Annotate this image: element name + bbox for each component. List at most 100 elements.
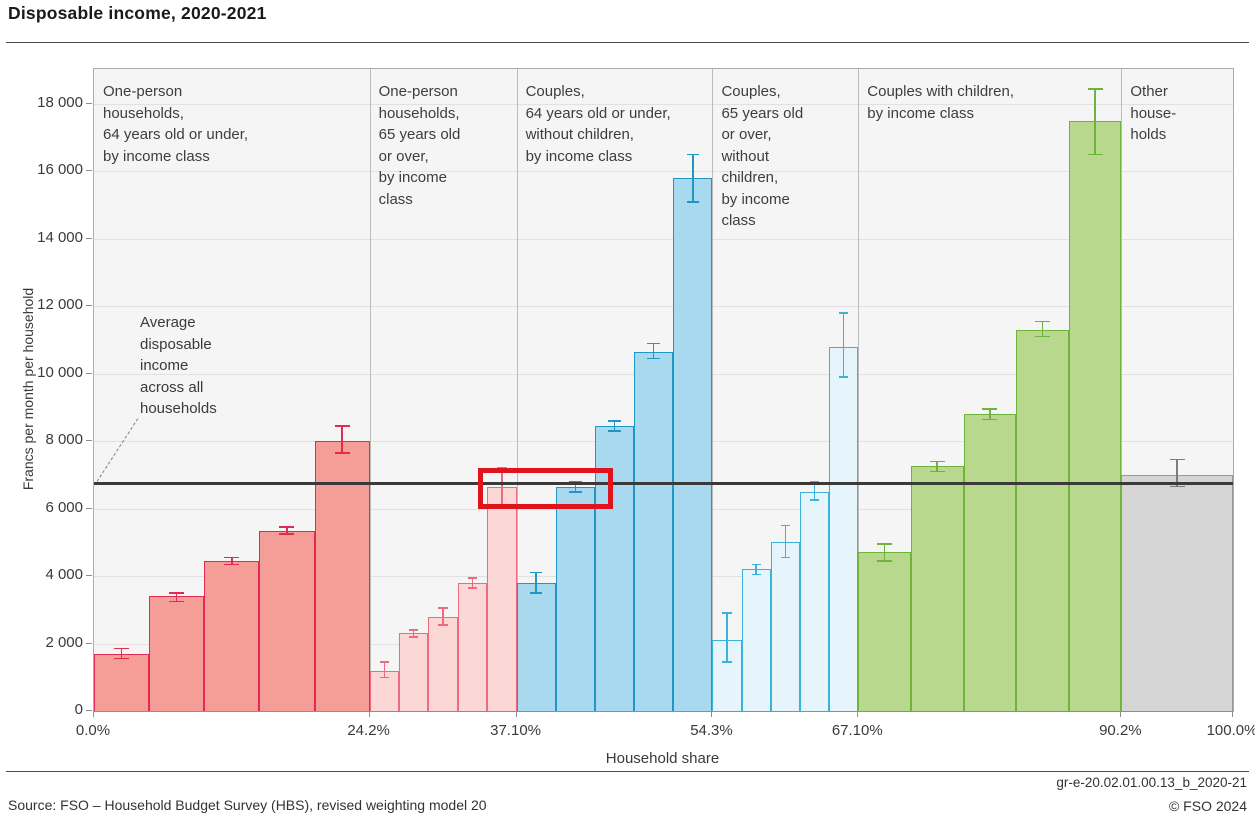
bar (516, 582, 556, 711)
figure-id: gr-e-20.02.01.00.13_b_2020-21 (1056, 775, 1247, 790)
error-bar-cap-bottom (334, 452, 350, 454)
error-bar-cap-bottom (780, 556, 791, 559)
error-bar-cap-bottom (467, 587, 478, 589)
title-divider (6, 42, 1249, 43)
error-bar-cap-top (751, 563, 761, 566)
y-tick-label: 8 000 (45, 431, 83, 449)
x-tick-label: 54.3% (690, 722, 733, 739)
y-tick (86, 170, 92, 172)
average-line-annotation: Average disposable income across all househo… (140, 314, 217, 417)
x-tick-label: 37.10% (490, 722, 541, 739)
bar (741, 569, 771, 711)
error-bar-whisker (341, 426, 343, 453)
error-bar-whisker (813, 481, 816, 501)
group-label: One-person households, 65 years old or over… (378, 83, 461, 208)
y-axis-title: Francs per month per household (20, 287, 36, 491)
error-bar-whisker (442, 608, 444, 625)
error-bar-whisker (883, 544, 886, 561)
error-bar-cap-top (780, 524, 791, 527)
y-tick (86, 102, 92, 104)
error-bar-cap-top (114, 647, 130, 650)
average-income-line (94, 481, 1233, 485)
error-bar-whisker (175, 592, 178, 602)
bar (149, 596, 205, 711)
error-bar-cap-bottom (1034, 335, 1050, 338)
bar (770, 542, 800, 711)
bar (457, 582, 488, 711)
bar (1068, 120, 1122, 711)
bar (204, 560, 260, 711)
error-bar-cap-top (224, 556, 240, 559)
source-note: Source: FSO – Household Budget Survey (H… (8, 797, 487, 813)
x-tick (93, 711, 94, 717)
error-bar-whisker (1094, 88, 1096, 155)
error-bar-whisker (842, 313, 845, 378)
error-bar-whisker (692, 154, 694, 202)
error-bar-cap-bottom (438, 624, 448, 626)
x-axis-title: Household share (605, 750, 720, 767)
bar (259, 530, 315, 711)
plot-area: One-person households, 64 years old or und… (93, 68, 1234, 712)
error-bar-whisker (726, 613, 728, 663)
x-tick-label: 0.0% (75, 722, 111, 739)
y-tick (86, 305, 92, 307)
error-bar-cap-top (1169, 458, 1185, 461)
bar (428, 616, 458, 711)
y-tick-label: 12 000 (37, 296, 83, 314)
error-bar-cap-bottom (809, 499, 820, 501)
x-tick (1232, 711, 1233, 717)
y-tick (86, 237, 92, 239)
error-bar-cap-bottom (722, 661, 732, 663)
error-bar-cap-top (569, 480, 582, 483)
error-bar-whisker (383, 662, 386, 678)
x-tick (857, 711, 859, 717)
error-bar-cap-top (722, 612, 732, 614)
error-bar-cap-top (467, 577, 478, 579)
error-bar-cap-top (438, 607, 448, 609)
gridline (94, 238, 1233, 240)
y-tick (86, 710, 92, 711)
y-tick (86, 372, 92, 374)
error-bar-cap-top (279, 526, 295, 528)
error-bar-whisker (613, 420, 616, 432)
error-bar-cap-bottom (114, 657, 130, 660)
error-bar-cap-bottom (409, 636, 419, 638)
group-label: Couples, 64 years old or under, without ch… (525, 83, 671, 165)
group-label: Couples, 65 years old or over, without child… (721, 83, 804, 229)
group-separator (858, 69, 860, 711)
highlight-box (477, 467, 614, 509)
error-bar-cap-bottom (647, 357, 660, 360)
group-separator (1121, 69, 1123, 711)
error-bar-cap-bottom (608, 430, 621, 432)
error-bar-cap-bottom (569, 491, 582, 493)
x-tick-label: 24.2% (347, 722, 390, 739)
error-bar-cap-bottom (877, 560, 893, 562)
error-bar-cap-top (1087, 88, 1103, 90)
bar (634, 351, 674, 711)
error-bar-cap-top (529, 571, 543, 574)
y-tick-label: 4 000 (45, 566, 83, 584)
bar (314, 441, 370, 711)
bar (963, 414, 1017, 711)
x-tick (368, 711, 370, 717)
error-bar-whisker (574, 481, 577, 492)
bar (829, 346, 859, 711)
error-bar-whisker (936, 461, 938, 472)
error-bar-cap-bottom (379, 676, 390, 679)
bar (673, 178, 713, 711)
error-bar-cap-bottom (929, 470, 945, 473)
y-tick (86, 642, 92, 644)
error-bar-whisker (471, 577, 474, 588)
error-bar-cap-top (809, 480, 820, 483)
x-tick-label: 67.10% (831, 722, 883, 739)
error-bar-cap-top (877, 543, 893, 545)
bar (1016, 329, 1069, 711)
error-bar-cap-bottom (751, 573, 761, 576)
y-tick (86, 575, 92, 577)
footer-divider (6, 771, 1249, 772)
bar (399, 633, 429, 711)
x-tick (1120, 711, 1122, 717)
error-bar-cap-bottom (279, 533, 295, 535)
error-bar-cap-top (982, 408, 998, 410)
y-tick-label: 18 000 (37, 93, 83, 111)
